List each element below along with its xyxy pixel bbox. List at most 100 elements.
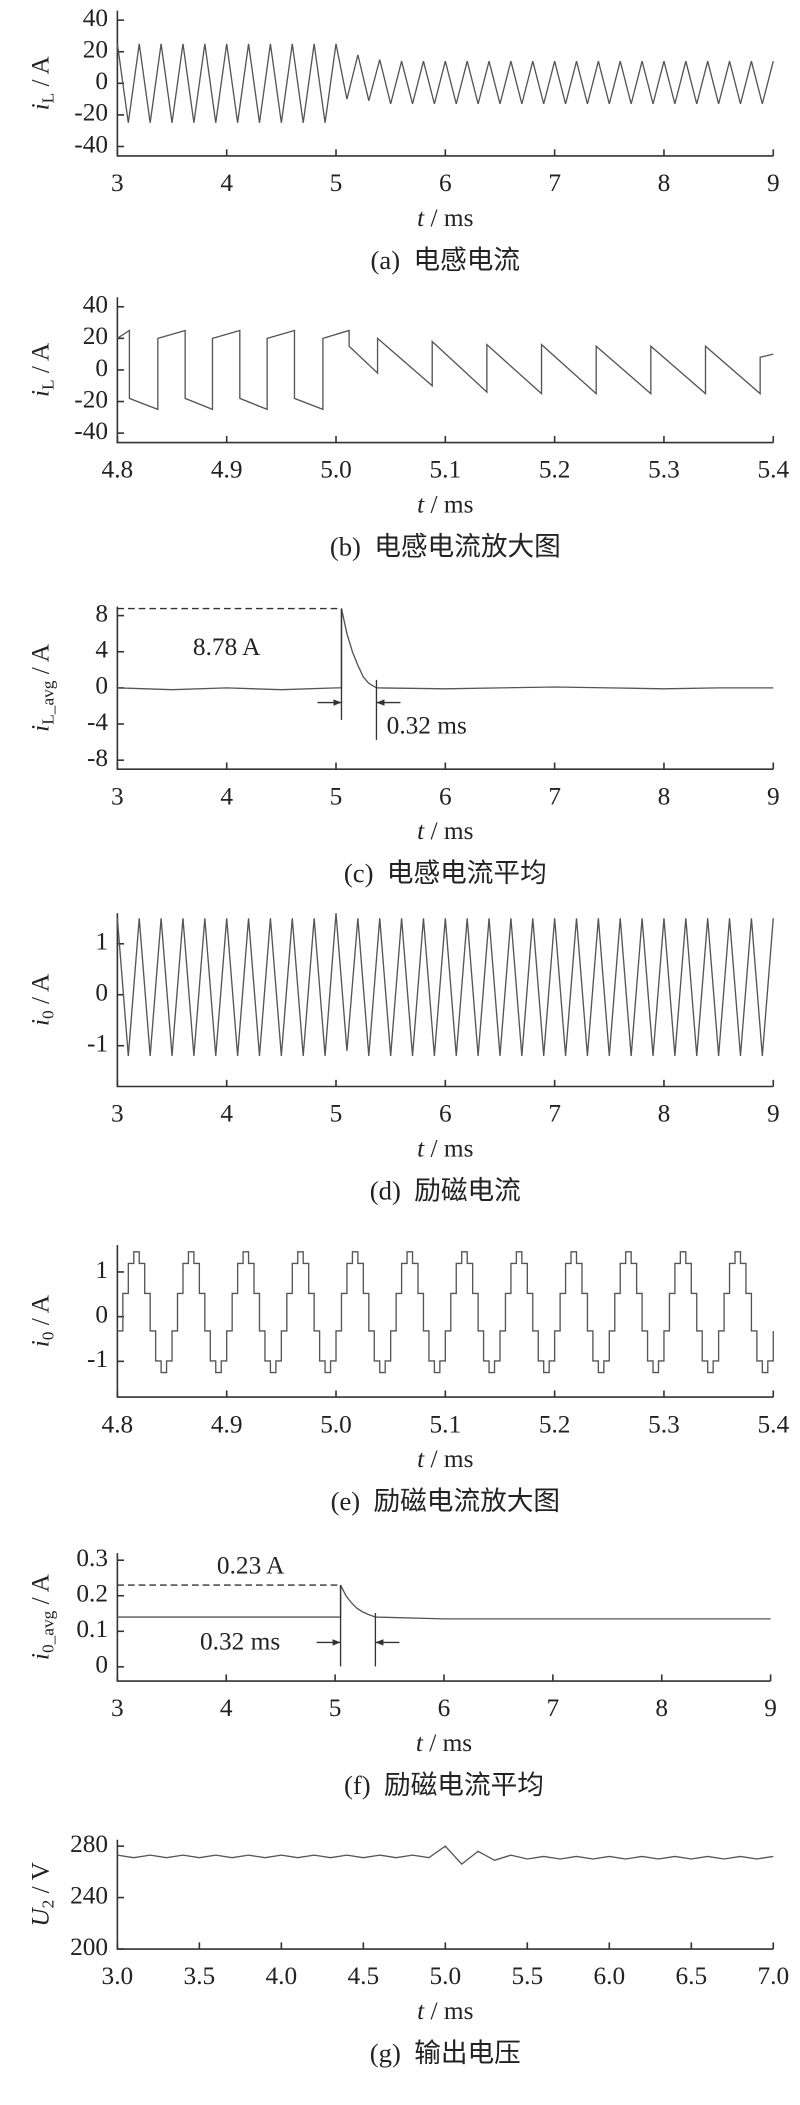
x-tick-label: 5.4: [757, 1410, 789, 1438]
y-tick-label: 40: [83, 291, 108, 319]
y-tick-label: 4: [95, 636, 108, 664]
x-tick-label: 9: [764, 1694, 777, 1722]
y-label-symbol: i: [27, 1340, 55, 1347]
waveform: [117, 1584, 771, 1620]
x-tick-label: 5.0: [430, 1962, 462, 1990]
axes: [116, 297, 774, 444]
waveform: [117, 608, 774, 691]
waveform: [117, 329, 774, 411]
x-tick-label: 5.5: [511, 1962, 543, 1990]
y-label-unit: / A: [27, 643, 55, 680]
caption: (a) 电感电流: [371, 245, 521, 275]
panel: 10-13 4 5 6 7 8 9i0 / At / ms(d) 励磁电流: [27, 913, 780, 1205]
y-label-subscript: L_avg: [38, 680, 57, 725]
caption: (c) 电感电流平均: [344, 858, 547, 888]
caption: (d) 励磁电流: [370, 1175, 521, 1205]
x-tick-label: 6.5: [675, 1962, 707, 1990]
panel: 8 4 0 -4 -83 4 5 6 7 8 9 iL_avg / A t / ms (c) 电感电流平均…: [27, 599, 780, 888]
x-axis-label: t / ms: [417, 204, 473, 232]
x-tick-label: 6: [439, 169, 452, 197]
y-label-unit: / A: [27, 1573, 55, 1610]
y-axis-label: i0 / A: [27, 973, 58, 1026]
y-tick-label: 200: [70, 1933, 108, 1961]
annotation: 0.23 A: [217, 1552, 285, 1580]
y-tick-label: 0: [95, 1651, 108, 1679]
y-tick-label: 20: [83, 322, 108, 350]
y-tick-label: 20: [83, 36, 108, 64]
y-axis-label: iL / A: [27, 342, 58, 397]
x-tick-label: 5.2: [539, 1410, 571, 1438]
x-tick-label: 5: [330, 169, 343, 197]
x-axis-label: t / ms: [417, 490, 473, 518]
x-tick-label: 5.4: [757, 456, 789, 484]
x-tick-label: 4: [220, 169, 233, 197]
x-tick-label: 3: [111, 1694, 124, 1722]
x-tick-label: 5.3: [648, 456, 680, 484]
y-axis-label: U2 / V: [27, 1862, 58, 1926]
y-tick-label: 0: [95, 1300, 108, 1328]
annotation: 0.32 ms: [387, 712, 467, 740]
x-label-symbol: t: [417, 817, 425, 845]
y-axis-label: iL_avg / A: [27, 643, 58, 732]
x-axis-label: t / ms: [417, 817, 473, 845]
x-tick-label: 3.5: [184, 1962, 216, 1990]
x-tick-label: 7: [548, 1100, 561, 1128]
y-tick-label: -20: [74, 99, 108, 127]
caption: (f) 励磁电流平均: [344, 1770, 544, 1800]
y-tick-label: 0.3: [76, 1544, 108, 1572]
y-label-symbol: i: [27, 725, 55, 732]
panel: 10-14.8 4.9 5.0 5.1 5.2 5.3 5.4i0 / At / ms(e)…: [27, 1245, 789, 1516]
panel: 0.3 0.2 0.1 03 4 5 6 7 8 9 i0_avg / A t / ms (f) 励磁电…: [27, 1544, 777, 1800]
x-tick-label: 3: [111, 782, 124, 810]
x-label-unit: / ms: [424, 1445, 473, 1473]
y-label-unit: / A: [27, 973, 55, 1010]
y-tick-label: 0: [95, 672, 108, 700]
y-tick-label: 0: [95, 979, 108, 1007]
x-axis-label: t / ms: [417, 1134, 473, 1162]
caption: (b) 电感电流放大图: [330, 531, 561, 561]
y-axis-label: i0_avg / A: [27, 1573, 58, 1660]
y-label-symbol: i: [27, 103, 55, 110]
y-label-subscript: 0: [38, 1332, 57, 1341]
x-label-symbol: t: [417, 490, 425, 518]
y-label-symbol: U: [27, 1907, 55, 1927]
x-tick-label: 8: [658, 169, 671, 197]
x-tick-label: 8: [658, 1100, 671, 1128]
waveform: [117, 1251, 774, 1374]
y-tick-label: 240: [70, 1881, 108, 1909]
x-label-unit: / ms: [424, 817, 473, 845]
panel: 40 20 0 -20 -403 4 5 6 7 8 9 iL / A t / ms (a) 电感电流: [27, 4, 780, 275]
y-label-symbol: i: [27, 1653, 55, 1660]
y-tick-label: 280: [70, 1830, 108, 1858]
y-tick-label: -40: [74, 130, 108, 158]
x-label-symbol: t: [417, 1997, 425, 2025]
x-tick-label: 5: [329, 1694, 342, 1722]
x-tick-label: 6.0: [593, 1962, 625, 1990]
x-tick-label: 4: [220, 782, 233, 810]
x-axis-label: t / ms: [417, 1445, 473, 1473]
x-tick-label: 4.0: [266, 1962, 298, 1990]
y-axis-label: i0 / A: [27, 1294, 58, 1347]
y-label-subscript: 0: [38, 1010, 57, 1019]
x-tick-label: 4.8: [102, 456, 134, 484]
panel: 40 20 0 -20 -40 4.8 4.9 5.0 5.1 5.2 5.3 5.4 iL / A t …: [27, 291, 790, 562]
y-tick-label: -8: [87, 744, 108, 772]
x-tick-label: 7: [547, 1694, 560, 1722]
x-tick-label: 4: [220, 1694, 233, 1722]
y-tick-label: 0: [95, 354, 108, 382]
axes: [116, 913, 774, 1088]
x-tick-label: 7: [548, 782, 561, 810]
x-tick-label: 6: [438, 1694, 451, 1722]
x-label-symbol: t: [417, 204, 425, 232]
x-label-unit: / ms: [424, 490, 473, 518]
y-tick-label: -1: [87, 1345, 108, 1373]
y-tick-label: 1: [95, 928, 108, 956]
y-label-unit: / A: [27, 1294, 55, 1331]
waveform: [116, 43, 774, 123]
x-tick-label: 9: [767, 169, 780, 197]
x-tick-label: 4: [220, 1100, 233, 1128]
y-label-subscript: 0_avg: [38, 1610, 57, 1653]
x-tick-label: 5.0: [320, 456, 352, 484]
x-tick-label: 9: [767, 782, 780, 810]
